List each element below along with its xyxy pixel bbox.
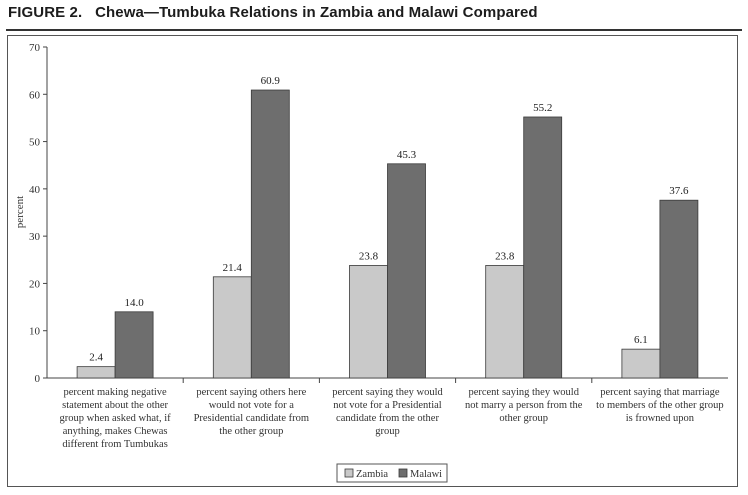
data-label-zambia: 21.4 bbox=[223, 262, 243, 274]
category-label-line: anything, makes Chewas bbox=[63, 426, 168, 437]
category-label-line: would not vote for a bbox=[209, 400, 294, 411]
bar-malawi bbox=[523, 116, 563, 379]
bar-zambia bbox=[485, 265, 525, 379]
category-label-line: percent saying they would bbox=[332, 387, 443, 398]
bar-malawi bbox=[659, 199, 699, 379]
category-label-line: to members of the other group bbox=[596, 400, 723, 411]
data-label-malawi: 55.2 bbox=[533, 102, 552, 114]
bar-malawi bbox=[250, 89, 290, 379]
bar-zambia bbox=[212, 276, 252, 379]
category-label: percent making negative statement about t… bbox=[60, 387, 172, 450]
category-label-line: percent saying others here bbox=[196, 387, 306, 398]
category-label-line: percent saying they would bbox=[468, 387, 579, 398]
legend-label-malawi: Malawi bbox=[410, 469, 442, 480]
category-label-line: not vote for a Presidential bbox=[333, 400, 442, 411]
chart-legend: Zambia Malawi bbox=[336, 463, 448, 483]
legend-swatch-zambia bbox=[344, 468, 354, 478]
data-labels: 2.4 14.0 21.4 60.9 23.8 45.3 23.8 55.2 6.1 37.6 bbox=[89, 75, 689, 364]
category-label-line: is frowned upon bbox=[626, 413, 695, 424]
category-label: percent saying others here would not vote… bbox=[194, 387, 309, 437]
data-label-zambia: 6.1 bbox=[634, 334, 648, 346]
bar-malawi bbox=[387, 163, 426, 379]
bar-malawi bbox=[114, 311, 154, 379]
category-label-line: group bbox=[375, 426, 400, 437]
data-label-zambia: 2.4 bbox=[89, 352, 103, 364]
bar-zambia bbox=[349, 265, 388, 379]
category-label: percent saying they would not marry a per… bbox=[465, 387, 583, 424]
y-tick-label: 50 bbox=[29, 137, 41, 149]
chart-frame bbox=[7, 35, 738, 487]
legend-box bbox=[336, 463, 448, 483]
category-label-line: group when asked what, if bbox=[60, 413, 172, 424]
category-labels: percent making negative statement about t… bbox=[60, 387, 724, 450]
y-tick-label: 10 bbox=[29, 326, 41, 338]
y-tick-label: 60 bbox=[29, 89, 41, 101]
figure-label: FIGURE 2. bbox=[8, 4, 83, 21]
y-tick-label: 70 bbox=[29, 42, 41, 54]
figure-title: FIGURE 2. Chewa—Tumbuka Relations in Zam… bbox=[8, 4, 538, 21]
data-label-malawi: 45.3 bbox=[397, 149, 417, 161]
y-tick-label: 0 bbox=[35, 373, 41, 385]
legend-swatch-malawi bbox=[398, 468, 408, 478]
chart-bars bbox=[76, 89, 699, 379]
y-tick-label: 40 bbox=[29, 184, 41, 196]
category-label-line: the other group bbox=[219, 426, 283, 437]
title-rule bbox=[6, 29, 742, 31]
category-label: percent saying they would not vote for a … bbox=[332, 387, 443, 437]
category-label-line: percent making negative bbox=[63, 387, 167, 398]
y-tick-label: 20 bbox=[29, 278, 41, 290]
category-label: percent saying that marriage to members o… bbox=[596, 387, 723, 424]
data-label-malawi: 37.6 bbox=[669, 185, 689, 197]
category-label-line: percent saying that marriage bbox=[600, 387, 720, 398]
y-axis-label: percent bbox=[14, 196, 26, 228]
legend-label-zambia: Zambia bbox=[356, 469, 388, 480]
y-tick-label: 30 bbox=[29, 231, 41, 243]
category-label-line: statement about the other bbox=[62, 400, 168, 411]
data-label-malawi: 14.0 bbox=[124, 297, 144, 309]
bar-zambia bbox=[621, 348, 661, 379]
category-label-line: Presidential candidate from bbox=[194, 413, 309, 424]
bar-zambia bbox=[76, 366, 116, 379]
data-label-zambia: 23.8 bbox=[359, 250, 379, 262]
data-label-zambia: 23.8 bbox=[495, 250, 515, 262]
category-label-line: other group bbox=[499, 413, 548, 424]
category-label-line: candidate from the other bbox=[336, 413, 439, 424]
category-label-line: different from Tumbukas bbox=[62, 439, 167, 450]
figure-title-text: Chewa—Tumbuka Relations in Zambia and Ma… bbox=[95, 4, 538, 21]
category-label-line: not marry a person from the bbox=[465, 400, 583, 411]
data-label-malawi: 60.9 bbox=[261, 75, 281, 87]
